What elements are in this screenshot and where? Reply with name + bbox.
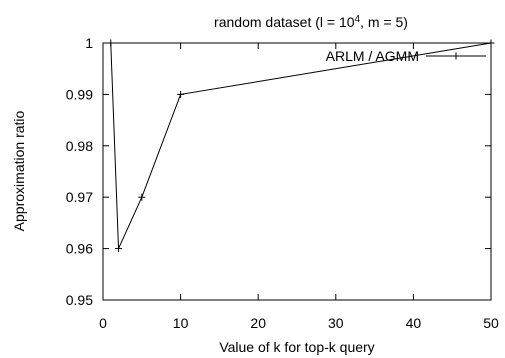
- plot-frame: [102, 42, 492, 301]
- series-layer: [107, 39, 495, 253]
- chart-title: random dataset (l = 104, m = 5): [214, 14, 408, 31]
- legend-label: ARLM / AGMM: [326, 48, 419, 64]
- data-point: [107, 39, 115, 47]
- x-tick-label: 50: [483, 315, 499, 331]
- data-point: [487, 39, 495, 47]
- y-tick-label: 0.98: [66, 138, 93, 154]
- y-tick-label: 0.95: [66, 292, 93, 308]
- x-tick-label: 20: [250, 315, 266, 331]
- x-axis-label: Value of k for top-k query: [219, 339, 374, 355]
- x-tick-label: 40: [406, 315, 422, 331]
- legend: ARLM / AGMM: [326, 48, 486, 64]
- chart-title-prefix: random dataset (l = 10: [214, 14, 355, 30]
- data-point: [138, 193, 146, 201]
- y-axis-ticks: 0.95 0.96 0.97 0.98 0.99 1: [66, 35, 491, 308]
- y-axis-label: Approximation ratio: [11, 110, 27, 231]
- x-tick-label: 30: [328, 315, 344, 331]
- chart-title-superscript: 4: [355, 14, 361, 25]
- chart-title-suffix: , m = 5): [360, 14, 408, 30]
- series-line-0: [110, 42, 492, 249]
- y-tick-label: 1: [85, 35, 93, 51]
- y-tick-label: 0.96: [66, 241, 93, 257]
- data-point: [177, 90, 185, 98]
- data-point: [115, 245, 123, 253]
- y-tick-label: 0.97: [66, 189, 93, 205]
- x-tick-label: 0: [99, 315, 107, 331]
- x-axis-ticks: 0 10 20 30 40 50: [99, 43, 499, 331]
- x-tick-label: 10: [173, 315, 189, 331]
- y-tick-label: 0.99: [66, 86, 93, 102]
